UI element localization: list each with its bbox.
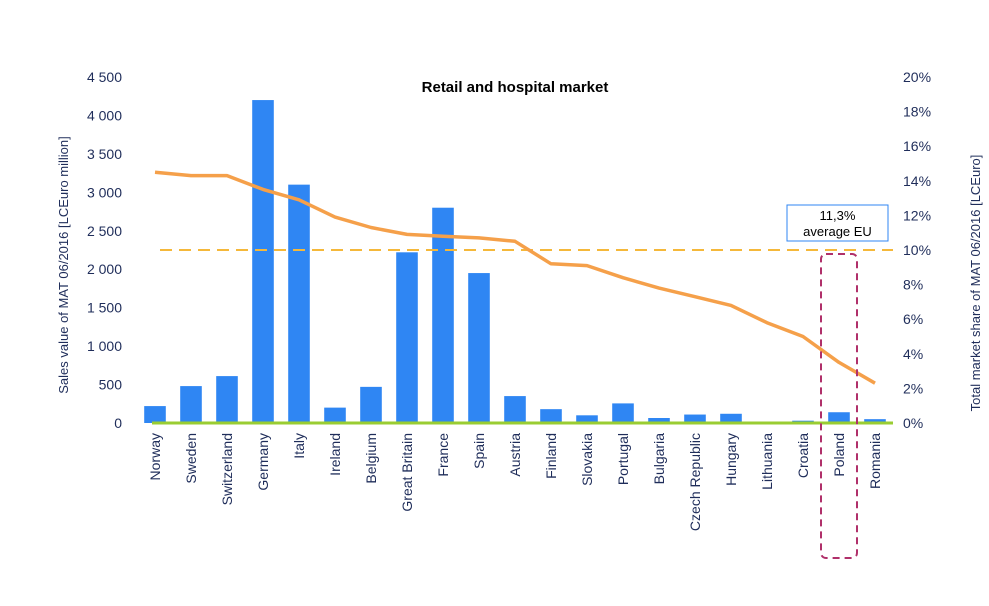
market-share-line bbox=[154, 170, 876, 385]
y-tick-label: 3 000 bbox=[87, 184, 122, 200]
y-axis-title: Sales value of MAT 06/2016 [LCEuro milli… bbox=[56, 136, 71, 394]
y2-axis-ticks: 0% 2% 4% 6% 8% 10% 12% 14% 16% 18% 20% bbox=[903, 69, 931, 431]
category-label: Romania bbox=[867, 433, 883, 489]
category-label: Germany bbox=[255, 433, 271, 491]
y-tick-label: 1 500 bbox=[87, 300, 122, 316]
y2-tick-label: 12% bbox=[903, 207, 931, 223]
bar bbox=[432, 207, 454, 423]
bar bbox=[864, 419, 886, 423]
y2-tick-label: 18% bbox=[903, 104, 931, 120]
y2-tick-label: 4% bbox=[903, 346, 923, 362]
bar bbox=[180, 386, 202, 423]
bar bbox=[360, 386, 382, 423]
y-tick-label: 2 000 bbox=[87, 261, 122, 277]
market-share-polyline bbox=[154, 170, 876, 385]
category-label: Great Britain bbox=[399, 433, 415, 512]
bar bbox=[576, 415, 598, 423]
bar bbox=[144, 406, 166, 423]
category-label: Poland bbox=[831, 433, 847, 477]
y-tick-label: 0 bbox=[114, 415, 122, 431]
bar bbox=[828, 412, 850, 423]
chart-title: Retail and hospital market bbox=[422, 79, 609, 96]
category-label: Finland bbox=[543, 433, 559, 479]
y-tick-label: 2 500 bbox=[87, 223, 122, 239]
category-label: Spain bbox=[471, 433, 487, 469]
bar bbox=[540, 409, 562, 423]
average-eu-label: average EU bbox=[803, 224, 872, 239]
category-label: Switzerland bbox=[219, 433, 235, 505]
y-tick-label: 4 500 bbox=[87, 69, 122, 85]
bar bbox=[648, 418, 670, 423]
y-tick-label: 1 000 bbox=[87, 338, 122, 354]
bar bbox=[720, 413, 742, 423]
category-label: Norway bbox=[147, 433, 163, 480]
bar bbox=[612, 403, 634, 423]
category-label: Portugal bbox=[615, 433, 631, 485]
y2-tick-label: 14% bbox=[903, 173, 931, 189]
bar bbox=[396, 252, 418, 423]
category-label: Belgium bbox=[363, 433, 379, 484]
y-axis-ticks: 0 500 1 000 1 500 2 000 2 500 3 000 3 500 4 000 4… bbox=[87, 69, 122, 431]
bar bbox=[684, 414, 706, 423]
category-label: Lithuania bbox=[759, 433, 775, 490]
y-tick-label: 500 bbox=[99, 377, 123, 393]
y-tick-label: 3 500 bbox=[87, 146, 122, 162]
y2-axis-title: Total market share of MAT 06/2016 [LCEur… bbox=[968, 155, 983, 412]
y2-tick-label: 8% bbox=[903, 277, 923, 293]
y2-tick-label: 10% bbox=[903, 242, 931, 258]
category-label: Sweden bbox=[183, 433, 199, 484]
category-label: Italy bbox=[291, 433, 307, 459]
category-label: Hungary bbox=[723, 433, 739, 486]
bar bbox=[252, 100, 274, 424]
category-label: Slovakia bbox=[579, 433, 595, 486]
y2-tick-label: 2% bbox=[903, 380, 923, 396]
category-label: Ireland bbox=[327, 433, 343, 476]
bar bbox=[468, 273, 490, 423]
category-label: Croatia bbox=[795, 433, 811, 478]
category-label: Austria bbox=[507, 433, 523, 477]
y2-tick-label: 16% bbox=[903, 138, 931, 154]
bar bbox=[324, 407, 346, 423]
y-tick-label: 4 000 bbox=[87, 107, 122, 123]
bar-series bbox=[144, 100, 886, 424]
average-eu-value: 11,3% bbox=[820, 208, 856, 223]
category-label: Czech Republic bbox=[687, 433, 703, 531]
category-labels: Norway Sweden Switzerland Germany Italy Irela… bbox=[147, 433, 883, 531]
y2-tick-label: 0% bbox=[903, 415, 923, 431]
bar bbox=[504, 396, 526, 423]
average-eu-box bbox=[786, 204, 889, 242]
y2-tick-label: 20% bbox=[903, 69, 931, 85]
category-label: France bbox=[435, 433, 451, 477]
y2-tick-label: 6% bbox=[903, 311, 923, 327]
bar bbox=[288, 184, 310, 423]
poland-highlight-box bbox=[820, 253, 858, 559]
category-label: Bulgaria bbox=[651, 433, 667, 485]
bar bbox=[216, 376, 238, 423]
